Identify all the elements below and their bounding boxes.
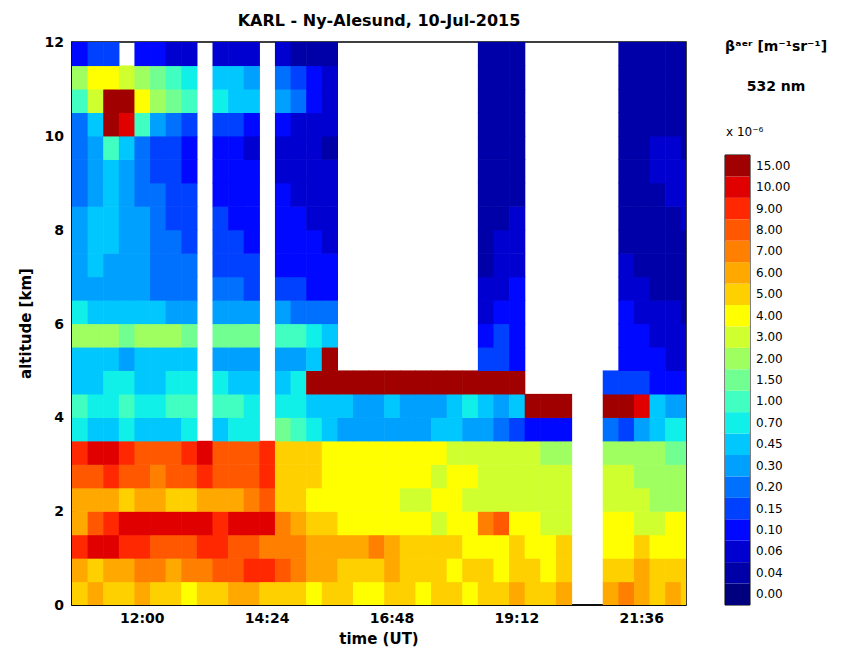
svg-text:8: 8 (54, 222, 64, 238)
svg-text:532 nm: 532 nm (747, 78, 806, 94)
svg-text:0.06: 0.06 (756, 544, 783, 558)
svg-text:8.00: 8.00 (756, 223, 783, 237)
svg-text:5.00: 5.00 (756, 287, 783, 301)
svg-text:0: 0 (54, 597, 64, 613)
svg-text:βᵃᵉʳ [m⁻¹sr⁻¹]: βᵃᵉʳ [m⁻¹sr⁻¹] (725, 38, 827, 54)
svg-text:12:00: 12:00 (120, 610, 165, 626)
svg-text:0.00: 0.00 (756, 587, 783, 601)
svg-text:16:48: 16:48 (370, 610, 415, 626)
svg-text:4.00: 4.00 (756, 309, 783, 323)
svg-text:0.04: 0.04 (756, 566, 783, 580)
svg-text:1.00: 1.00 (756, 394, 783, 408)
svg-text:0.15: 0.15 (756, 502, 783, 516)
svg-text:0.20: 0.20 (756, 480, 783, 494)
svg-text:6: 6 (54, 316, 64, 332)
svg-text:0.30: 0.30 (756, 459, 783, 473)
svg-text:x 10⁻⁶: x 10⁻⁶ (726, 125, 764, 139)
svg-text:12: 12 (45, 34, 64, 50)
svg-text:7.00: 7.00 (756, 244, 783, 258)
svg-text:3.00: 3.00 (756, 330, 783, 344)
svg-text:2: 2 (54, 503, 64, 519)
svg-text:15.00: 15.00 (756, 159, 790, 173)
svg-text:time (UT): time (UT) (339, 630, 418, 648)
svg-text:2.00: 2.00 (756, 352, 783, 366)
svg-text:0.70: 0.70 (756, 416, 783, 430)
svg-text:10: 10 (45, 128, 65, 144)
svg-text:10.00: 10.00 (756, 180, 790, 194)
svg-text:19:12: 19:12 (495, 610, 540, 626)
svg-text:21:36: 21:36 (619, 610, 664, 626)
svg-text:14:24: 14:24 (245, 610, 290, 626)
svg-text:6.00: 6.00 (756, 266, 783, 280)
svg-text:altitude [km]: altitude [km] (17, 268, 35, 379)
svg-text:0.10: 0.10 (756, 523, 783, 537)
svg-text:4: 4 (54, 409, 64, 425)
svg-text:9.00: 9.00 (756, 202, 783, 216)
svg-text:1.50: 1.50 (756, 373, 783, 387)
svg-text:KARL - Ny-Alesund, 10-Jul-2015: KARL - Ny-Alesund, 10-Jul-2015 (238, 11, 521, 30)
svg-text:0.45: 0.45 (756, 437, 783, 451)
